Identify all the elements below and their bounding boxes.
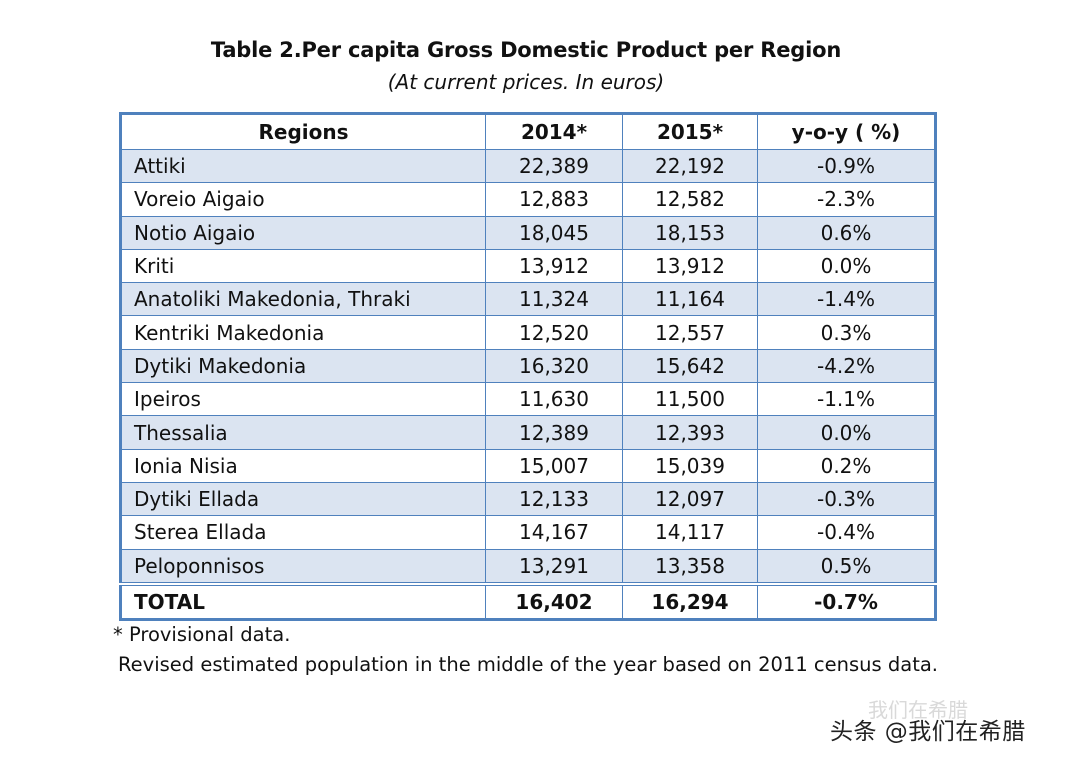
total-2015: 16,294 (622, 581, 758, 620)
row-2014: 15,007 (485, 448, 623, 483)
row-yoy: 0.0% (757, 415, 936, 450)
row-2014: 18,045 (485, 215, 623, 250)
row-2014: 13,912 (485, 248, 623, 284)
row-2015: 12,393 (622, 415, 758, 450)
row-yoy: -0.3% (757, 481, 936, 517)
row-region: Dytiki Ellada (120, 481, 486, 517)
table-row: Voreio Aigaio 12,883 12,582 -2.3% (120, 182, 936, 217)
row-2014: 12,520 (485, 315, 623, 350)
population-note: Revised estimated population in the midd… (118, 653, 939, 676)
row-yoy: -1.1% (757, 382, 936, 417)
row-2014: 12,389 (485, 415, 623, 450)
table-subtitle: (At current prices. In euros) (387, 70, 665, 94)
row-region: Dytiki Makedonia (120, 348, 486, 384)
row-yoy: -1.4% (757, 282, 936, 317)
row-region: Sterea Ellada (120, 515, 486, 550)
row-2014: 16,320 (485, 348, 623, 384)
watermark-faint: 我们在希腊 (868, 698, 968, 722)
table-row: Attiki 22,389 22,192 -0.9% (120, 148, 936, 184)
row-region: Thessalia (120, 415, 486, 450)
row-yoy: -0.4% (757, 515, 936, 550)
total-2014: 16,402 (485, 581, 623, 620)
table-row: Anatoliki Makedonia, Thraki 11,324 11,164-… (120, 282, 936, 317)
row-2014: 13,291 (485, 548, 623, 585)
table-row: Dytiki Ellada 12,133 12,097 -0.3% (120, 481, 936, 517)
row-region: Voreio Aigaio (120, 182, 486, 217)
row-2014: 11,324 (485, 282, 623, 317)
row-region: Anatoliki Makedonia, Thraki (120, 282, 486, 317)
row-2015: 11,164 (622, 282, 758, 317)
row-yoy: 0.2% (757, 448, 936, 483)
table-row: Kriti 13,912 13,912 0.0% (120, 248, 936, 284)
row-yoy: -2.3% (757, 182, 936, 217)
row-2014: 12,883 (485, 182, 623, 217)
table-title: Table 2.Per capita Gross Domestic Produc… (210, 38, 842, 62)
table-row: Dytiki Makedonia 16,320 15,642 -4.2% (120, 348, 936, 384)
total-row: TOTAL 16,402 16,294 -0.7% (120, 581, 936, 620)
header-regions: Regions (120, 113, 486, 150)
row-2015: 15,039 (622, 448, 758, 483)
row-region: Kriti (120, 248, 486, 284)
gdp-table: Regions 2014* 2015* y-o-y ( %) Attiki 22,… (119, 112, 937, 621)
table-row: Sterea Ellada 14,167 14,117 -0.4% (120, 515, 936, 550)
row-region: Kentriki Makedonia (120, 315, 486, 350)
row-region: Notio Aigaio (120, 215, 486, 250)
row-2015: 12,557 (622, 315, 758, 350)
row-2015: 15,642 (622, 348, 758, 384)
row-region: Attiki (120, 148, 486, 184)
row-2015: 18,153 (622, 215, 758, 250)
row-yoy: 0.5% (757, 548, 936, 585)
table-row: Peloponnisos 13,291 13,358 0.5% (120, 548, 936, 585)
table-row: Ionia Nisia 15,007 15,039 0.2% (120, 448, 936, 483)
row-2015: 13,358 (622, 548, 758, 585)
table-row: Thessalia 12,389 12,393 0.0% (120, 415, 936, 450)
table-row: Notio Aigaio 18,045 18,153 0.6% (120, 215, 936, 250)
row-region: Ionia Nisia (120, 448, 486, 483)
row-2014: 14,167 (485, 515, 623, 550)
row-region: Ipeiros (120, 382, 486, 417)
row-yoy: 0.3% (757, 315, 936, 350)
header-2014: 2014* (485, 113, 623, 150)
header-row: Regions 2014* 2015* y-o-y ( %) (120, 113, 936, 150)
header-yoy: y-o-y ( %) (757, 113, 936, 150)
table-row: Kentriki Makedonia 12,520 12,557 0.3% (120, 315, 936, 350)
header-2015: 2015* (622, 113, 758, 150)
watermark: 头条 @我们在希腊 (830, 719, 1026, 745)
row-2014: 22,389 (485, 148, 623, 184)
provisional-note: * Provisional data. (113, 623, 291, 646)
total-yoy: -0.7% (757, 581, 936, 620)
table-row: Ipeiros 11,630 11,500 -1.1% (120, 382, 936, 417)
total-label: TOTAL (120, 581, 486, 620)
row-region: Peloponnisos (120, 548, 486, 585)
row-2015: 11,500 (622, 382, 758, 417)
row-2015: 14,117 (622, 515, 758, 550)
row-2014: 12,133 (485, 481, 623, 517)
row-yoy: 0.6% (757, 215, 936, 250)
row-2015: 12,097 (622, 481, 758, 517)
row-2015: 12,582 (622, 182, 758, 217)
row-yoy: 0.0% (757, 248, 936, 284)
row-yoy: -0.9% (757, 148, 936, 184)
row-yoy: -4.2% (757, 348, 936, 384)
row-2014: 11,630 (485, 382, 623, 417)
row-2015: 22,192 (622, 148, 758, 184)
row-2015: 13,912 (622, 248, 758, 284)
